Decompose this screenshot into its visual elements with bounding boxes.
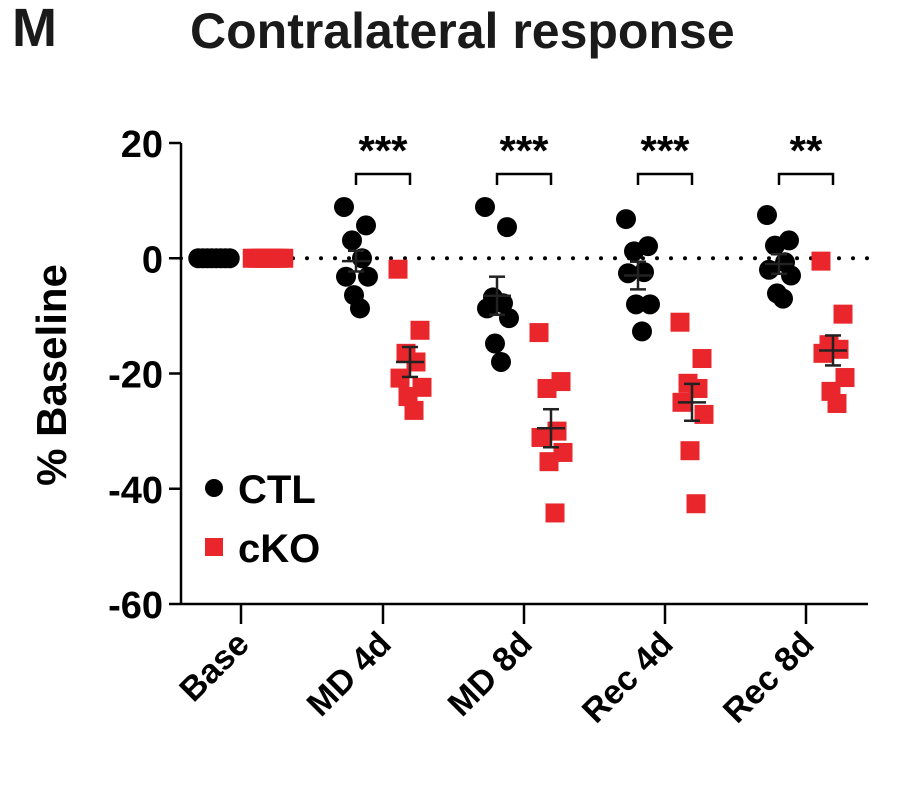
significance-annotations: *** *** *** **: [354, 127, 835, 185]
ctl-point: [491, 351, 511, 372]
ctl-point: [358, 266, 378, 287]
ctl-point: [626, 294, 646, 315]
cko-point: [537, 378, 557, 398]
legend: CTL cKO: [205, 468, 320, 571]
y-tick-label: -60: [108, 585, 163, 627]
y-axis-label: % Baseline: [28, 264, 75, 486]
significance-bracket: [495, 172, 553, 185]
ctl-point: [616, 209, 636, 230]
ctl-point: [485, 333, 505, 354]
cko-point: [670, 312, 690, 332]
ctl-point: [773, 288, 793, 309]
cko-point: [539, 452, 559, 472]
ctl-point: [781, 265, 801, 286]
cko-point: [410, 320, 430, 340]
ctl-point: [336, 266, 356, 287]
ctl-point: [640, 294, 660, 315]
significance-stars: ***: [640, 127, 690, 174]
x-tick-label: MD 8d: [441, 625, 540, 724]
cko-point: [827, 393, 847, 413]
chart-title: Contralateral response: [190, 3, 735, 59]
ctl-point: [350, 298, 370, 319]
cko-point: [833, 304, 853, 324]
cko-point: [274, 248, 294, 268]
significance-bracket: [354, 172, 412, 185]
ctl-point: [477, 298, 497, 319]
cko-point: [388, 259, 408, 279]
ctl-point: [475, 196, 495, 217]
ctl-point: [618, 263, 638, 284]
y-tick-label: -20: [108, 355, 163, 397]
cko-point: [813, 343, 833, 363]
legend-cko-label: cKO: [238, 527, 320, 571]
error-bars: [342, 249, 847, 449]
ctl-point: [624, 241, 644, 262]
cko-point: [404, 400, 424, 420]
significance-stars: **: [790, 127, 823, 174]
cko-point: [694, 404, 714, 424]
y-ticks: 20 0 -20 -40 -60: [108, 124, 181, 627]
significance-stars: ***: [499, 127, 549, 174]
x-tick-label: MD 4d: [300, 625, 399, 724]
cko-point: [686, 494, 706, 514]
ctl-point: [497, 217, 517, 238]
y-tick-label: 20: [121, 124, 163, 166]
legend-cko-marker: [205, 538, 223, 556]
x-tick-label: Rec 8d: [716, 625, 822, 731]
significance-bracket: [636, 172, 694, 185]
cko-point: [680, 441, 700, 461]
ctl-point: [334, 196, 354, 217]
cko-point: [545, 503, 565, 523]
ctl-point: [757, 205, 777, 226]
legend-ctl-marker: [205, 479, 223, 497]
panel-label: M: [12, 0, 57, 58]
cko-point: [692, 349, 712, 369]
y-tick-label: 0: [142, 239, 163, 281]
ctl-point: [632, 321, 652, 342]
cko-point: [529, 323, 549, 343]
ctl-point: [219, 248, 240, 269]
significance-stars: ***: [358, 127, 408, 174]
ctl-point: [499, 308, 519, 329]
cko-point: [811, 251, 831, 271]
ctl-point: [342, 230, 362, 251]
x-tick-label: Base: [172, 625, 256, 709]
y-tick-label: -40: [108, 470, 163, 512]
legend-ctl-label: CTL: [238, 468, 316, 512]
x-ticks: Base MD 4d MD 8d Rec 4d Rec 8d: [172, 604, 822, 731]
ctl-point: [356, 215, 376, 236]
cko-point: [531, 427, 551, 447]
significance-bracket: [777, 172, 835, 185]
x-tick-label: Rec 4d: [575, 625, 681, 731]
ctl-point: [765, 235, 785, 256]
cko-point: [390, 368, 410, 388]
